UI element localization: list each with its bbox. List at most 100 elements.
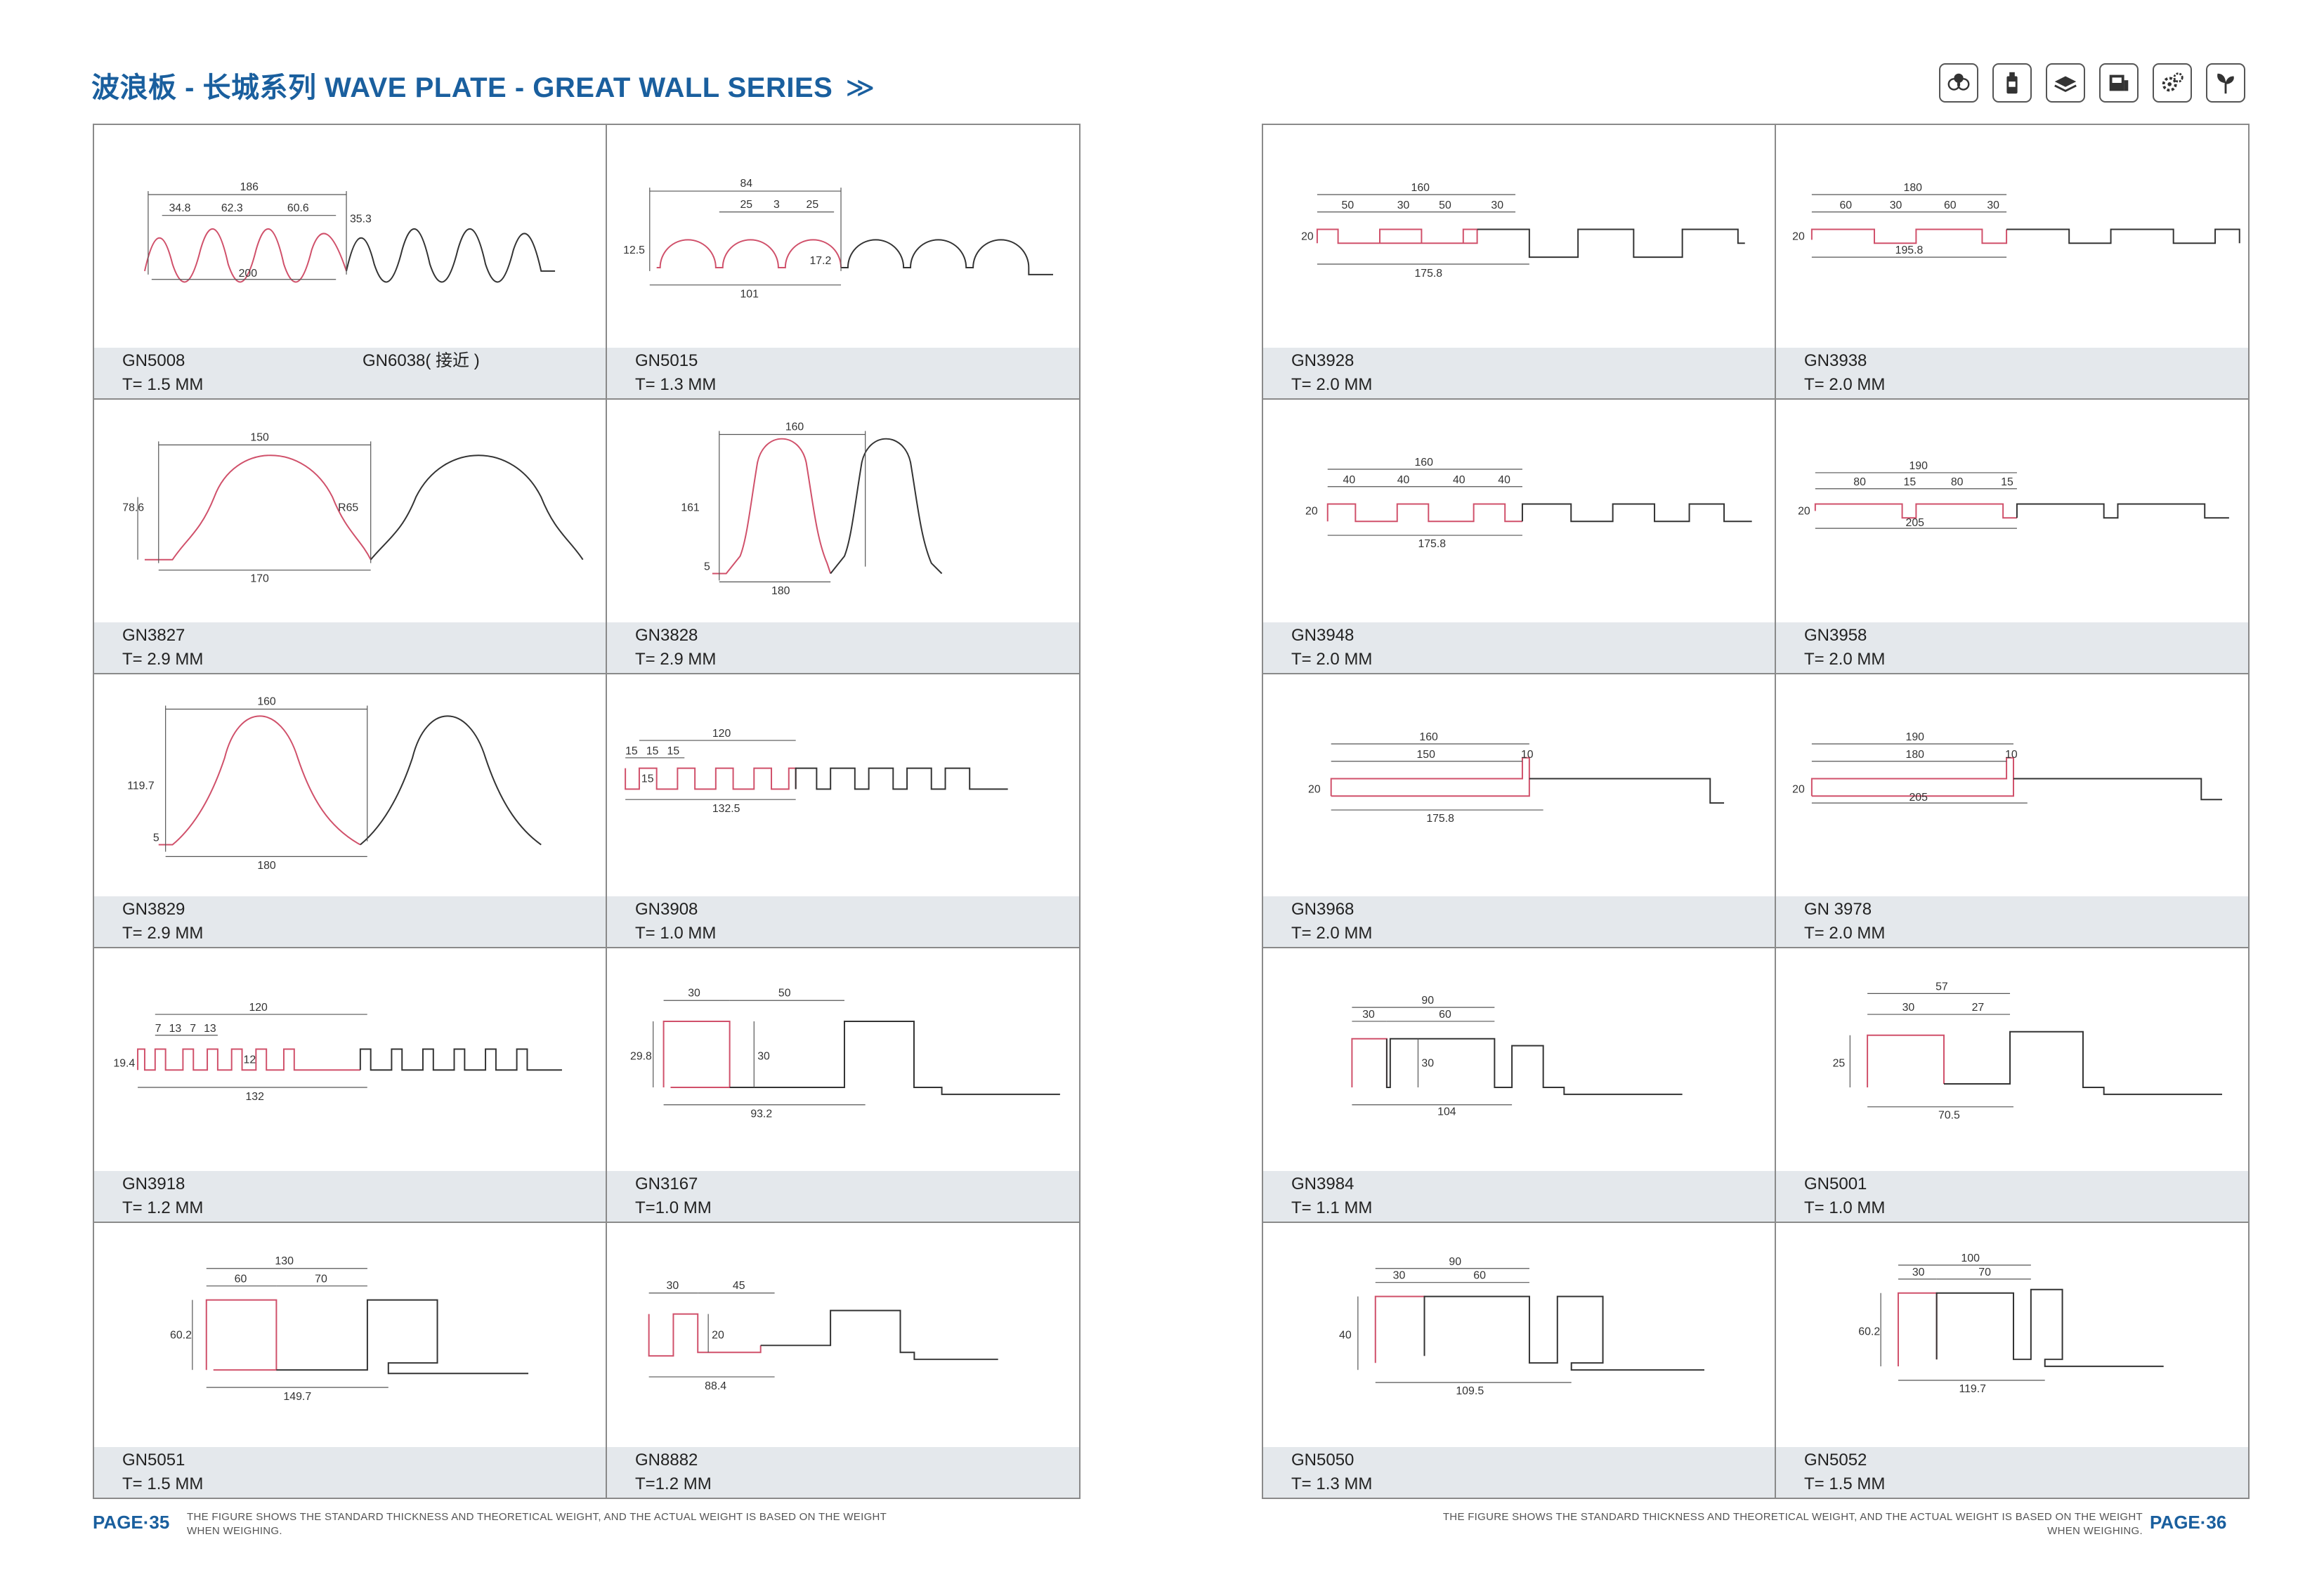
profile-thickness: T= 2.9 MM	[122, 924, 204, 943]
page-number-right: PAGE·36	[2150, 1512, 2227, 1533]
dim-label: 180	[1906, 748, 1925, 760]
dim-label: 30	[1397, 199, 1410, 211]
right-profile-grid: 160 50 30 50 30 20 175.8 GN3928 T= 2.0 M…	[1262, 124, 2250, 1499]
profile-code: GN3829	[122, 900, 185, 920]
cells-icon	[1939, 63, 1978, 103]
dim-label: 100	[1961, 1252, 1980, 1264]
dim-label: 200	[239, 268, 258, 280]
dim-label: 119.7	[1959, 1383, 1986, 1395]
dim-label: 119.7	[127, 780, 154, 792]
dim-label: 7	[155, 1023, 162, 1035]
board-stack-icon	[2046, 63, 2085, 103]
dim-label: 50	[1342, 199, 1354, 211]
profile-code: GN5050	[1291, 1450, 1354, 1470]
profile-thickness: T= 1.5 MM	[1804, 1474, 1886, 1493]
dim-label: 150	[1416, 748, 1435, 760]
dim-label: 20	[1305, 505, 1318, 517]
dim-label: 40	[1453, 474, 1465, 486]
dim-label: 60	[1473, 1270, 1486, 1282]
profile-thickness: T= 2.9 MM	[122, 649, 204, 669]
profile-drawing: 84 25 3 25 12.5 17.2 101	[607, 125, 1079, 348]
profile-drawing: 57 30 27 25 70.5	[1776, 948, 2248, 1171]
profile-drawing: 90 30 60 40 109.5	[1263, 1223, 1775, 1447]
dim-label: 15	[625, 745, 638, 757]
dim-label: 34.8	[169, 202, 191, 214]
profile-code: GN5001	[1804, 1174, 1867, 1194]
dim-label: 88.4	[705, 1380, 726, 1392]
dim-label: 10	[2005, 748, 2018, 760]
profile-label: GN3828 T= 2.9 MM	[607, 622, 1079, 673]
dim-label: 62.3	[221, 202, 243, 214]
dim-label: 160	[785, 421, 804, 433]
dim-label: 25	[1833, 1058, 1846, 1070]
profile-code: GN3938	[1804, 351, 1867, 370]
dim-label: 30	[757, 1051, 770, 1063]
profile-drawing: 160 150 10 20 175.8	[1263, 674, 1775, 897]
dim-label: 20	[1792, 230, 1805, 242]
profile-label: GN3984 T= 1.1 MM	[1263, 1171, 1775, 1222]
dim-label: 20	[1792, 783, 1805, 795]
dim-label: 205	[1906, 517, 1925, 529]
profile-label: GN3827 T= 2.9 MM	[94, 622, 606, 673]
profile-drawing: 90 30 60 30 104	[1263, 948, 1775, 1171]
footer-note-left: THE FIGURE SHOWS THE STANDARD THICKNESS …	[187, 1511, 887, 1537]
profile-drawing: 186 34.8 62.3 60.6 35.3 200	[94, 125, 606, 348]
dim-label: 70	[315, 1274, 327, 1285]
profile-cell: 57 30 27 25 70.5 GN5001 T= 1.0 MM	[1776, 948, 2248, 1224]
profile-cell: 160 150 10 20 175.8 GN3968 T= 2.0 MM	[1263, 674, 1776, 949]
dim-label: R65	[338, 502, 358, 513]
profile-code: GN8882	[635, 1450, 698, 1470]
profile-thickness: T=1.2 MM	[635, 1474, 712, 1493]
dim-label: 5	[704, 561, 710, 572]
dim-label: 160	[257, 695, 276, 707]
profile-cell: 160 50 30 50 30 20 175.8 GN3928 T= 2.0 M…	[1263, 125, 1776, 400]
profile-code: GN3968	[1291, 900, 1354, 920]
dim-label: 132	[246, 1091, 264, 1103]
profile-label: GN8882 T=1.2 MM	[607, 1446, 1079, 1498]
dim-label: 195.8	[1895, 244, 1924, 256]
profile-code: GN3928	[1291, 351, 1354, 370]
profile-code: GN3167	[635, 1174, 698, 1194]
dim-label: 132.5	[712, 803, 740, 815]
dim-label: 15	[667, 745, 680, 757]
dim-label: 84	[740, 178, 752, 190]
profile-cell: 180 60 30 60 30 20 195.8 GN3938 T= 2.0 M…	[1776, 125, 2248, 400]
dim-label: 27	[1972, 1002, 1985, 1014]
dim-label: 17.2	[809, 255, 831, 267]
profile-label: GN3928 T= 2.0 MM	[1263, 347, 1775, 398]
dim-label: 150	[250, 431, 269, 443]
profile-drawing: 150 78.6 R65 170	[94, 400, 606, 622]
dim-label: 3	[773, 199, 780, 211]
dim-label: 40	[1397, 474, 1410, 486]
dim-label: 90	[1421, 995, 1434, 1007]
dim-label: 60.2	[1858, 1326, 1880, 1338]
profile-label: GN5015 T= 1.3 MM	[607, 347, 1079, 398]
dim-label: 205	[1909, 792, 1928, 804]
dim-label: 170	[250, 572, 269, 584]
dim-label: 30	[1902, 1002, 1915, 1014]
profile-cell: 100 30 70 60.2 119.7 GN5052 T= 1.5 MM	[1776, 1223, 2248, 1498]
dim-label: 29.8	[630, 1051, 652, 1063]
profile-cell: 30 45 20 88.4 GN8882 T=1.2 MM	[607, 1223, 1079, 1498]
dim-label: 190	[1906, 731, 1925, 743]
dim-label: 80	[1951, 476, 1964, 488]
dim-label: 50	[1439, 199, 1451, 211]
dim-label: 120	[249, 1002, 268, 1014]
profile-drawing: 120 15 15 15 15 132.5	[607, 674, 1079, 897]
profile-thickness: T= 1.3 MM	[635, 374, 717, 394]
profile-alt-code: GN6038( 接近 )	[363, 351, 480, 370]
profile-cell: 160 40 40 40 40 20 175.8 GN3948 T= 2.0 M…	[1263, 399, 1776, 674]
profile-label: GN5050 T= 1.3 MM	[1263, 1446, 1775, 1498]
dim-label: 175.8	[1426, 812, 1454, 824]
profile-drawing: 100 30 70 60.2 119.7	[1776, 1223, 2248, 1447]
profile-drawing: 160 119.7 5 180	[94, 674, 606, 897]
profile-thickness: T= 1.5 MM	[122, 374, 204, 394]
dim-label: 13	[169, 1023, 182, 1035]
gears-icon	[2153, 63, 2192, 103]
category-icons	[1939, 63, 2245, 103]
profile-code: GN5015	[635, 351, 698, 370]
profile-label: GN5001 T= 1.0 MM	[1776, 1171, 2248, 1222]
dim-label: 60	[235, 1274, 247, 1285]
profile-thickness: T= 1.1 MM	[1291, 1198, 1373, 1218]
dim-label: 130	[275, 1255, 294, 1267]
